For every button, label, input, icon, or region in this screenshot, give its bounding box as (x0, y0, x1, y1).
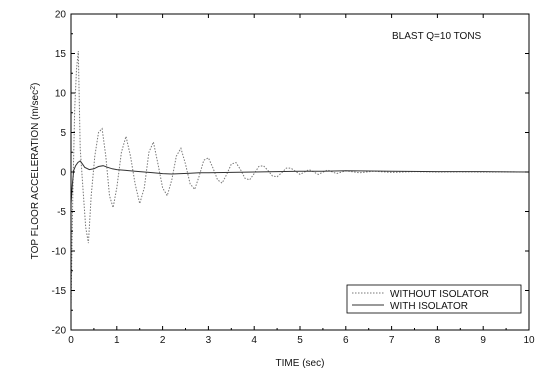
x-tick-label-9: 9 (480, 335, 486, 346)
y-tick-label--20: -20 (52, 326, 67, 337)
x-tick-label-8: 8 (435, 335, 441, 346)
legend-label-with-isolator: WITH ISOLATOR (390, 301, 468, 312)
y-axis-title: TOP FLOOR ACCELERATION (m/sec2) (30, 83, 42, 260)
x-tick-label-2: 2 (160, 335, 166, 346)
y-tick-label--10: -10 (52, 247, 67, 258)
x-axis-title: TIME (sec) (276, 358, 325, 369)
series-line-without-isolator (70, 51, 530, 307)
y-tick-label--5: -5 (57, 207, 66, 218)
y-tick-label-20: 20 (55, 10, 67, 21)
x-tick-label-0: 0 (68, 335, 74, 346)
x-tick-label-1: 1 (114, 335, 120, 346)
legend-label-without-isolator: WITHOUT ISOLATOR (390, 289, 489, 300)
x-tick-label-7: 7 (389, 335, 395, 346)
y-axis-title-main: TOP FLOOR ACCELERATION (m/sec (30, 90, 41, 259)
series-line-with-isolator (70, 160, 530, 204)
y-tick-label-15: 15 (55, 49, 67, 60)
x-tick-label-6: 6 (343, 335, 349, 346)
chart-annotation: BLAST Q=10 TONS (392, 31, 482, 42)
y-tick-label-10: 10 (55, 89, 67, 100)
y-axis-title-close: ) (30, 83, 41, 86)
x-tick-label-5: 5 (297, 335, 303, 346)
legend-box (346, 284, 522, 314)
y-axis-title-sup: 2 (30, 86, 37, 90)
x-tick-label-4: 4 (251, 335, 257, 346)
y-tick-label-5: 5 (60, 128, 66, 139)
y-tick-label--15: -15 (52, 286, 67, 297)
x-tick-label-3: 3 (206, 335, 212, 346)
x-tick-label-10: 10 (523, 335, 535, 346)
y-tick-label-0: 0 (60, 168, 66, 179)
legend: WITHOUT ISOLATOR WITH ISOLATOR (346, 284, 522, 314)
